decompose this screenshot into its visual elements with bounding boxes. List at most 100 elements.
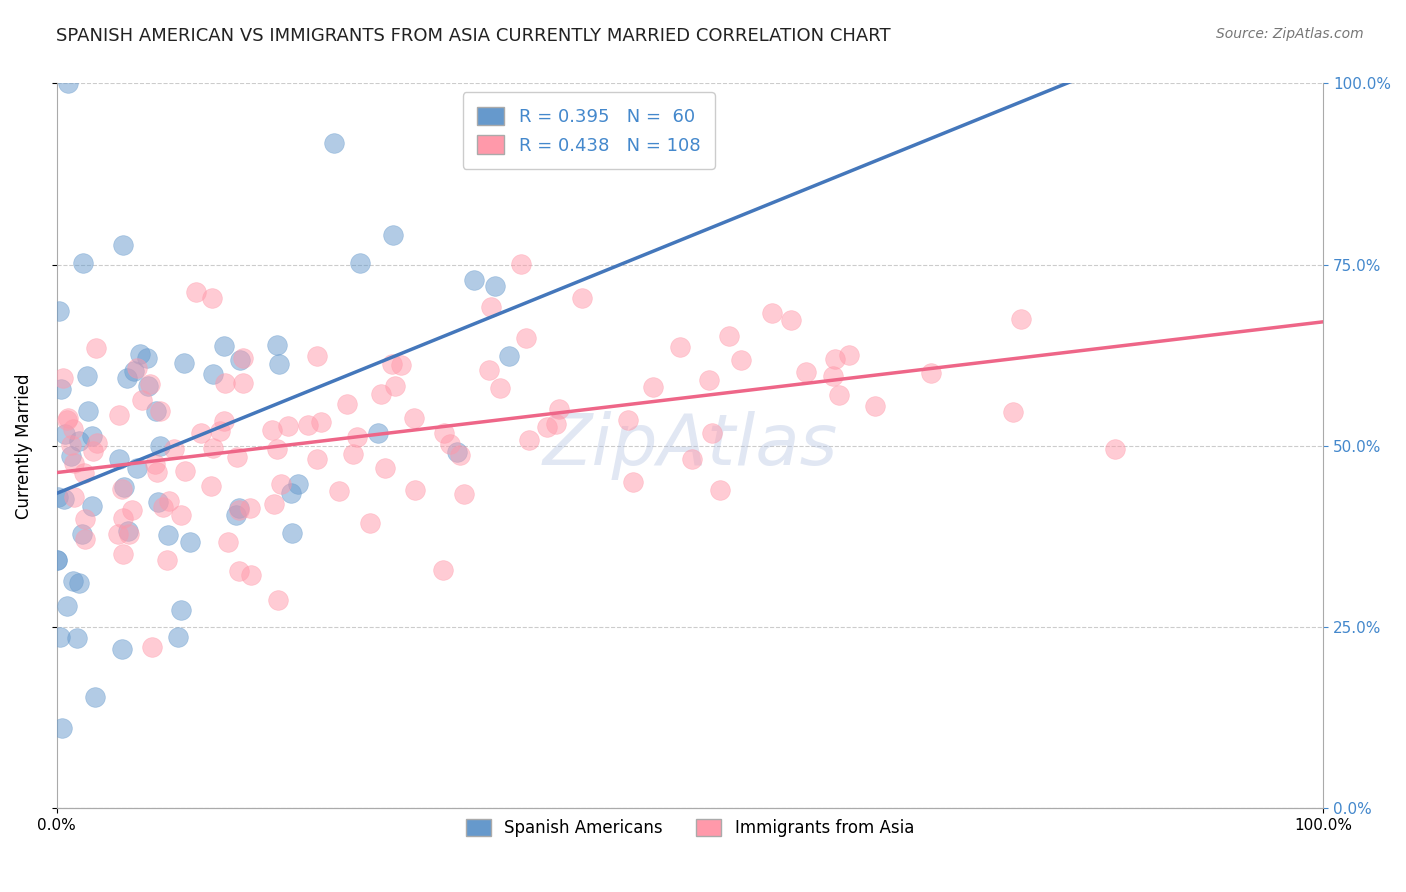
Immigrants from Asia xyxy=(73,467,96,481)
Spanish Americans xyxy=(53,491,76,506)
Immigrants from Asia xyxy=(62,456,84,470)
Immigrants from Asia xyxy=(761,306,783,320)
Immigrants from Asia xyxy=(239,568,262,582)
Spanish Americans xyxy=(322,136,344,151)
Immigrants from Asia xyxy=(863,399,886,413)
Spanish Americans xyxy=(127,461,149,475)
Spanish Americans xyxy=(463,273,485,287)
Spanish Americans xyxy=(367,426,389,441)
Immigrants from Asia xyxy=(544,417,567,431)
Spanish Americans xyxy=(80,499,103,513)
Spanish Americans xyxy=(281,526,304,541)
Immigrants from Asia xyxy=(228,564,250,578)
Immigrants from Asia xyxy=(208,424,231,438)
Spanish Americans xyxy=(55,599,77,614)
Spanish Americans xyxy=(269,357,291,371)
Immigrants from Asia xyxy=(517,434,540,448)
Immigrants from Asia xyxy=(232,351,254,365)
Immigrants from Asia xyxy=(125,361,148,376)
Immigrants from Asia xyxy=(239,500,262,515)
Immigrants from Asia xyxy=(669,340,692,354)
Immigrants from Asia xyxy=(217,535,239,549)
Immigrants from Asia xyxy=(277,418,299,433)
Immigrants from Asia xyxy=(515,331,537,345)
Immigrants from Asia xyxy=(796,365,818,379)
Immigrants from Asia xyxy=(62,422,84,436)
Immigrants from Asia xyxy=(111,547,134,561)
Immigrants from Asia xyxy=(260,424,283,438)
Spanish Americans xyxy=(136,378,159,392)
Text: SPANISH AMERICAN VS IMMIGRANTS FROM ASIA CURRENTLY MARRIED CORRELATION CHART: SPANISH AMERICAN VS IMMIGRANTS FROM ASIA… xyxy=(56,27,891,45)
Spanish Americans xyxy=(72,255,94,269)
Spanish Americans xyxy=(76,404,98,418)
Immigrants from Asia xyxy=(111,510,134,524)
Spanish Americans xyxy=(446,445,468,459)
Spanish Americans xyxy=(498,349,520,363)
Immigrants from Asia xyxy=(59,437,82,451)
Spanish Americans xyxy=(51,721,73,735)
Spanish Americans xyxy=(48,304,70,318)
Immigrants from Asia xyxy=(730,352,752,367)
Immigrants from Asia xyxy=(170,508,193,522)
Spanish Americans xyxy=(62,574,84,588)
Immigrants from Asia xyxy=(226,450,249,464)
Text: Source: ZipAtlas.com: Source: ZipAtlas.com xyxy=(1216,27,1364,41)
Immigrants from Asia xyxy=(141,640,163,654)
Immigrants from Asia xyxy=(479,300,502,314)
Immigrants from Asia xyxy=(184,285,207,299)
Immigrants from Asia xyxy=(145,466,167,480)
Immigrants from Asia xyxy=(108,408,131,422)
Immigrants from Asia xyxy=(174,465,197,479)
Spanish Americans xyxy=(67,434,90,449)
Immigrants from Asia xyxy=(107,527,129,541)
Immigrants from Asia xyxy=(200,479,222,493)
Text: ZipAtlas: ZipAtlas xyxy=(543,411,838,481)
Immigrants from Asia xyxy=(139,377,162,392)
Immigrants from Asia xyxy=(449,448,471,462)
Immigrants from Asia xyxy=(384,379,406,393)
Spanish Americans xyxy=(225,508,247,523)
Immigrants from Asia xyxy=(700,426,723,441)
Immigrants from Asia xyxy=(121,503,143,517)
Immigrants from Asia xyxy=(86,435,108,450)
Immigrants from Asia xyxy=(56,413,79,427)
Immigrants from Asia xyxy=(718,328,741,343)
Spanish Americans xyxy=(173,356,195,370)
Immigrants from Asia xyxy=(52,370,75,384)
Immigrants from Asia xyxy=(305,349,328,363)
Immigrants from Asia xyxy=(156,553,179,567)
Immigrants from Asia xyxy=(214,376,236,391)
Immigrants from Asia xyxy=(163,442,186,457)
Spanish Americans xyxy=(166,630,188,644)
Spanish Americans xyxy=(149,439,172,453)
Spanish Americans xyxy=(349,256,371,270)
Immigrants from Asia xyxy=(1001,405,1024,419)
Immigrants from Asia xyxy=(824,351,846,366)
Immigrants from Asia xyxy=(149,404,172,418)
Spanish Americans xyxy=(228,501,250,516)
Spanish Americans xyxy=(84,690,107,705)
Spanish Americans xyxy=(117,524,139,538)
Immigrants from Asia xyxy=(478,363,501,377)
Immigrants from Asia xyxy=(152,500,174,514)
Spanish Americans xyxy=(107,451,129,466)
Immigrants from Asia xyxy=(73,532,96,546)
Immigrants from Asia xyxy=(548,401,571,416)
Spanish Americans xyxy=(145,404,167,418)
Immigrants from Asia xyxy=(1104,442,1126,456)
Spanish Americans xyxy=(49,631,72,645)
Spanish Americans xyxy=(280,485,302,500)
Spanish Americans xyxy=(60,450,83,464)
Immigrants from Asia xyxy=(509,257,531,271)
Immigrants from Asia xyxy=(1010,312,1032,326)
Immigrants from Asia xyxy=(536,420,558,434)
Immigrants from Asia xyxy=(297,418,319,433)
Spanish Americans xyxy=(228,353,250,368)
Immigrants from Asia xyxy=(374,460,396,475)
Immigrants from Asia xyxy=(432,563,454,577)
Immigrants from Asia xyxy=(212,414,235,428)
Spanish Americans xyxy=(48,490,70,504)
Immigrants from Asia xyxy=(200,291,222,305)
Spanish Americans xyxy=(122,364,145,378)
Immigrants from Asia xyxy=(617,413,640,427)
